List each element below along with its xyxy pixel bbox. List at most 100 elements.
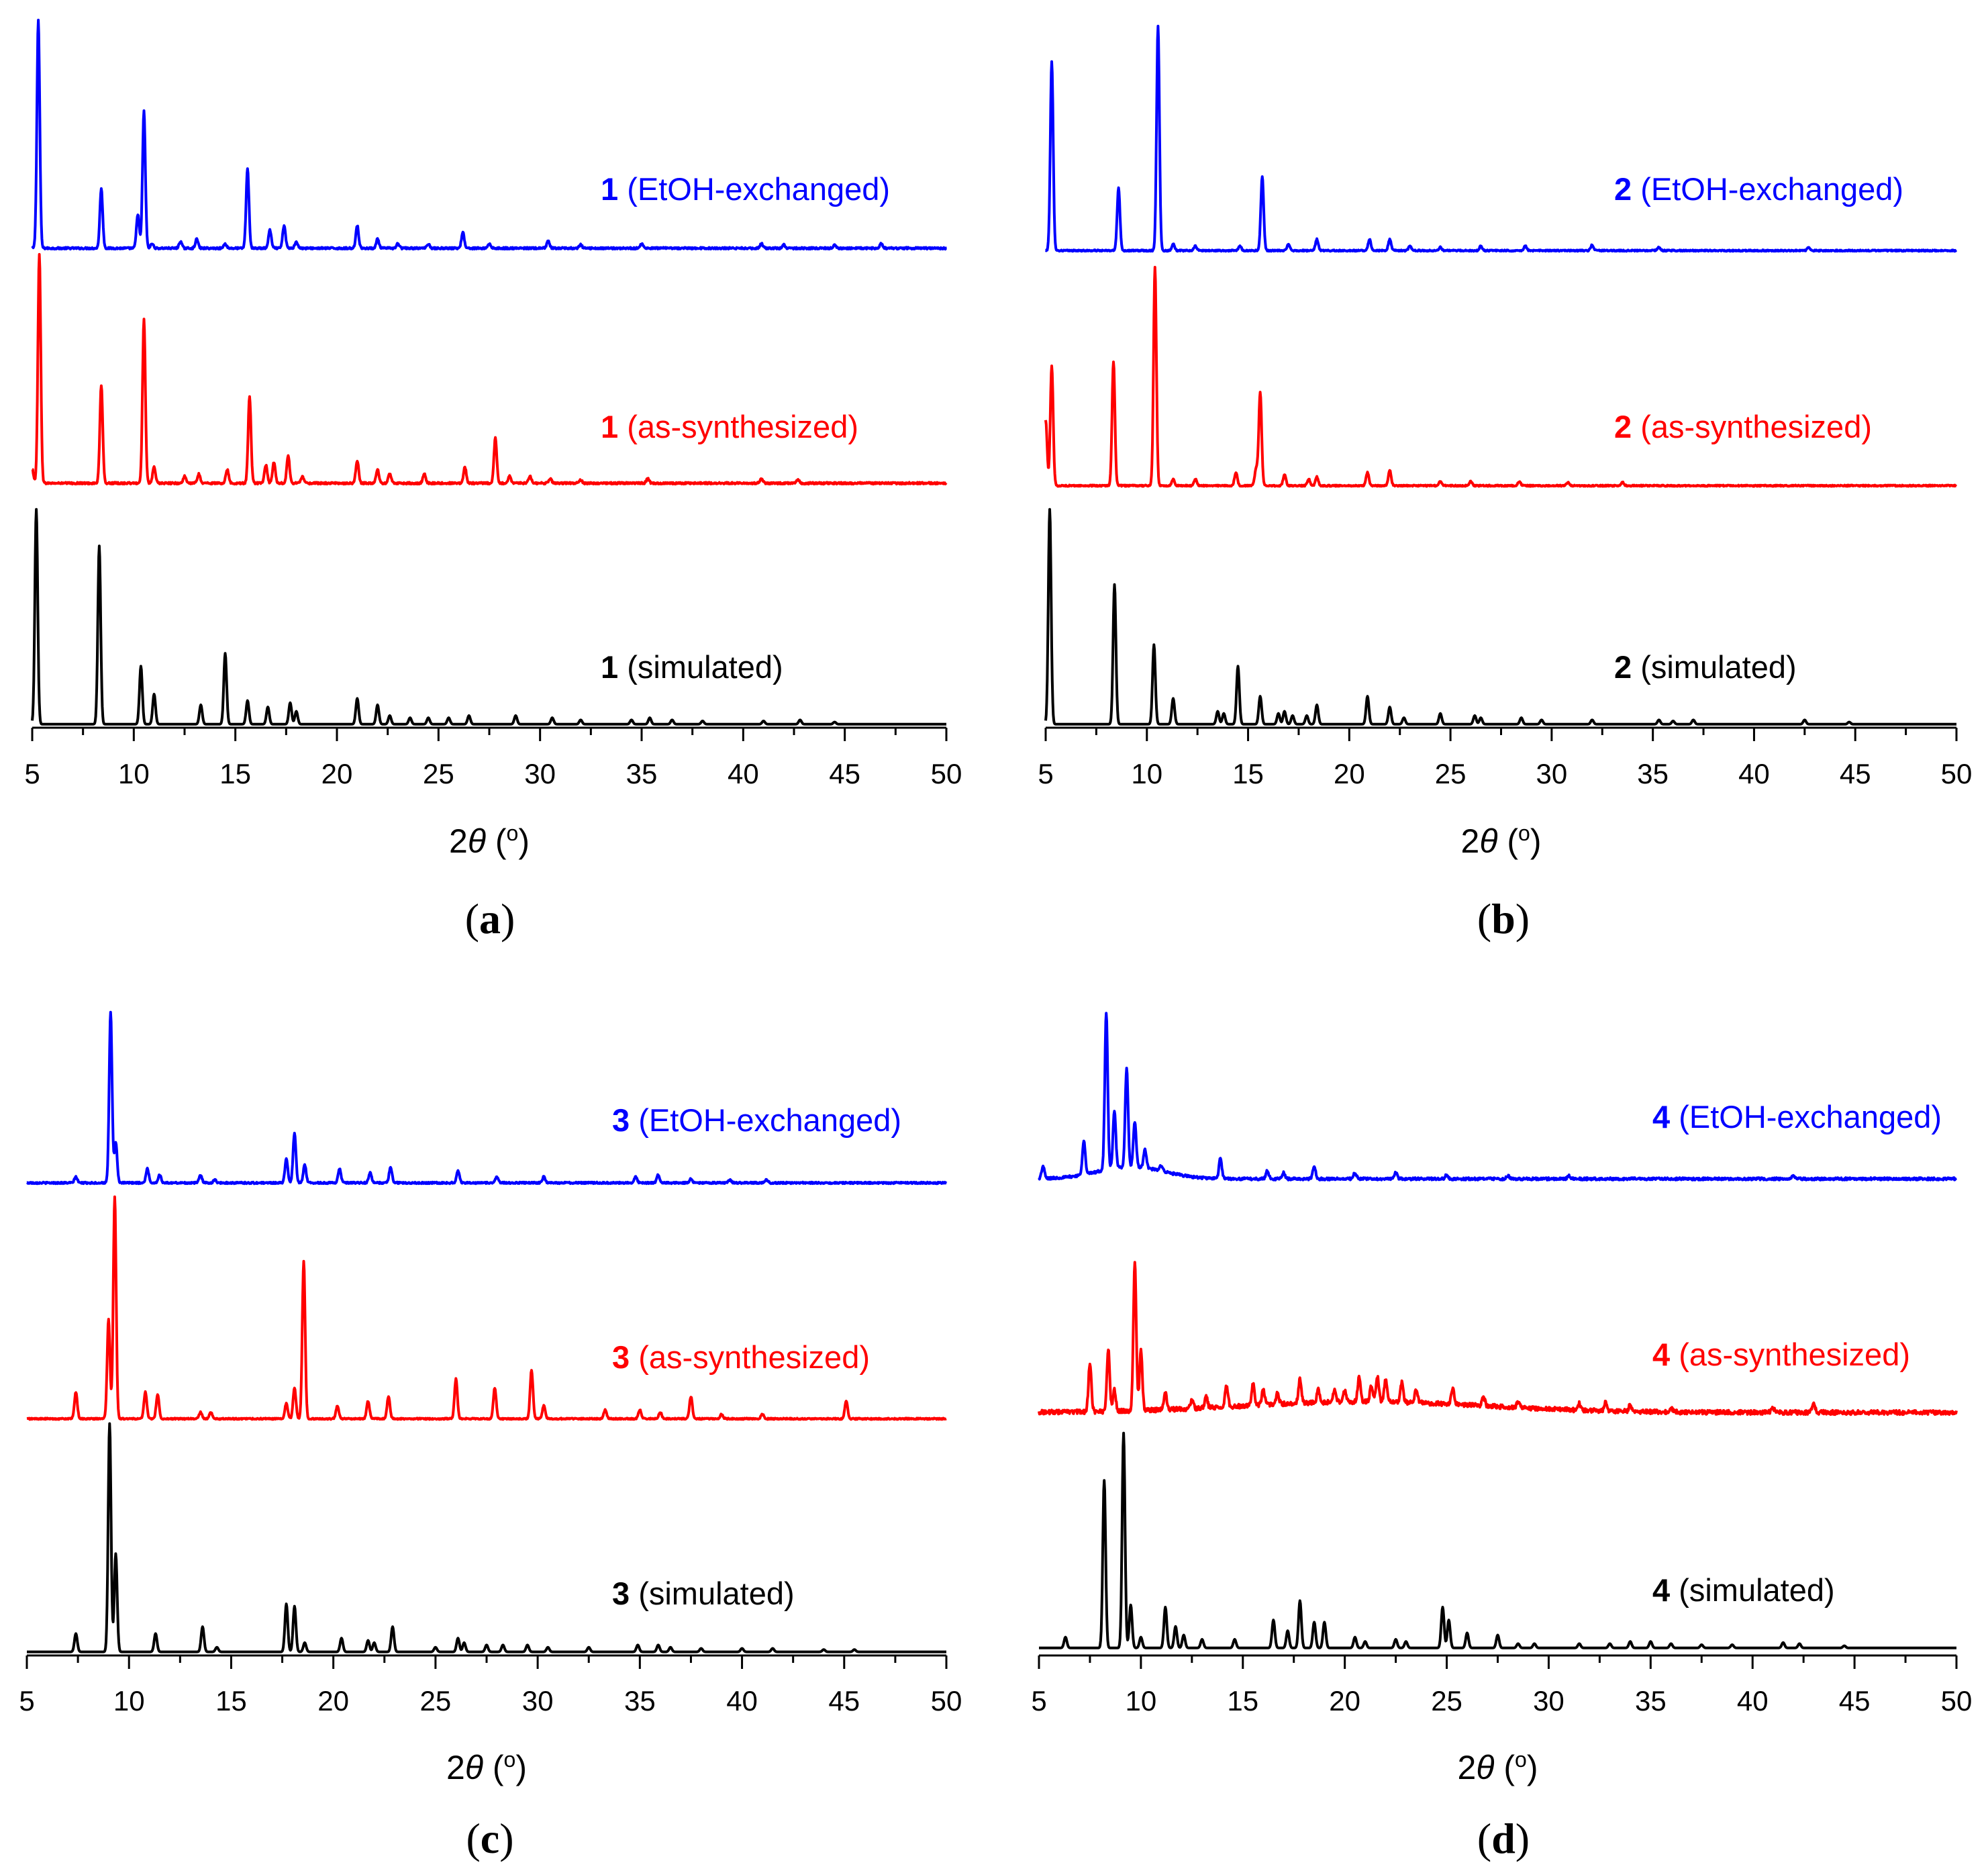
x-tick-label: 45 (1840, 758, 1871, 789)
x-tick-label: 35 (1635, 1685, 1667, 1717)
x-axis-label: 2θ (o) (1458, 1747, 1538, 1786)
series-label-number: 1 (601, 171, 618, 207)
x-axis-label-open: ( (1494, 1749, 1515, 1786)
series-label: 2 (simulated) (1614, 649, 1797, 685)
series-label-text: (as-synthesized) (1632, 409, 1872, 444)
x-tick-label: 45 (829, 758, 860, 789)
x-tick-label: 10 (1126, 1685, 1157, 1717)
series-label-text: (EtOH-exchanged) (1632, 171, 1903, 207)
series-label-number: 1 (601, 649, 618, 685)
series-label-text: (as-synthesized) (630, 1339, 870, 1375)
series-label-text: (as-synthesized) (1670, 1337, 1910, 1372)
x-axis-label-degree: o (1518, 821, 1530, 845)
series-label: 4 (as-synthesized) (1652, 1337, 1910, 1372)
x-axis-label: 2θ (o) (449, 821, 530, 860)
x-tick-label: 25 (1435, 758, 1467, 789)
x-tick-label: 20 (321, 758, 353, 789)
panel-label: (c) (466, 1815, 513, 1862)
panel-label-letter: d (1491, 1815, 1515, 1862)
x-axis-label-two: 2 (449, 822, 468, 860)
series-label-text: (simulated) (1670, 1572, 1835, 1608)
trace-2-simulated (1044, 508, 1958, 726)
series-label: 4 (EtOH-exchanged) (1652, 1099, 1942, 1135)
series-label-number: 4 (1652, 1572, 1670, 1608)
series-label-number: 1 (601, 409, 618, 444)
x-tick-label: 45 (1839, 1685, 1871, 1717)
x-tick-label: 30 (522, 1685, 554, 1717)
series-label: 2 (EtOH-exchanged) (1614, 171, 1903, 207)
x-tick-label: 20 (317, 1685, 349, 1717)
x-tick-label: 5 (1038, 758, 1053, 789)
trace-1-simulated (31, 508, 948, 726)
panel-d: 4 (EtOH-exchanged)4 (as-synthesized)4 (s… (1031, 1012, 1973, 1862)
x-axis-label-close: ) (1530, 822, 1542, 860)
panel-label-letter: c (481, 1815, 499, 1862)
trace-3-as-synthesized (26, 1195, 948, 1421)
x-tick-label: 30 (524, 758, 556, 789)
trace-4-as-synthesized (1038, 1261, 1958, 1416)
x-axis-label-theta: θ (465, 1749, 483, 1786)
series-label: 3 (EtOH-exchanged) (612, 1102, 901, 1138)
x-axis-label-open: ( (1497, 822, 1518, 860)
series-label: 2 (as-synthesized) (1614, 409, 1872, 444)
series-label-text: (simulated) (1632, 649, 1797, 685)
x-axis-label-close: ) (515, 1749, 527, 1786)
series-label-text: (simulated) (618, 649, 783, 685)
series-label-number: 4 (1652, 1337, 1670, 1372)
x-tick-label: 15 (1232, 758, 1264, 789)
x-axis-label-close: ) (518, 822, 530, 860)
trace-1-as-synthesized (31, 252, 948, 486)
series-label-number: 3 (612, 1102, 630, 1138)
x-tick-label: 50 (931, 1685, 962, 1717)
trace-4-exchanged (1038, 1012, 1958, 1182)
series-label: 1 (EtOH-exchanged) (601, 171, 890, 207)
series-label-number: 4 (1652, 1099, 1670, 1135)
panel-label: (b) (1477, 895, 1530, 943)
x-tick-label: 20 (1334, 758, 1365, 789)
trace-2-exchanged (1044, 24, 1958, 253)
x-axis-label-open: ( (483, 1749, 504, 1786)
x-axis-label-theta: θ (1479, 822, 1497, 860)
x-tick-label: 40 (728, 758, 759, 789)
series-label-number: 2 (1614, 171, 1632, 207)
x-tick-label: 50 (1941, 758, 1973, 789)
series-label-number: 2 (1614, 649, 1632, 685)
series-label: 1 (as-synthesized) (601, 409, 858, 444)
x-tick-label: 5 (24, 758, 40, 789)
trace-4-simulated (1038, 1431, 1958, 1649)
series-label: 3 (as-synthesized) (612, 1339, 870, 1375)
x-tick-label: 15 (215, 1685, 247, 1717)
panel-b: 2 (EtOH-exchanged)2 (as-synthesized)2 (s… (1038, 24, 1973, 943)
panel-label-letter: b (1491, 895, 1515, 943)
x-axis-label: 2θ (o) (446, 1747, 527, 1786)
panel-label-letter: a (479, 895, 501, 943)
x-axis-label-two: 2 (1461, 822, 1480, 860)
trace-1-exchanged (31, 18, 948, 251)
x-tick-label: 10 (1131, 758, 1162, 789)
series-label: 3 (simulated) (612, 1576, 795, 1611)
x-axis-label-close: ) (1527, 1749, 1538, 1786)
series-label-text: (as-synthesized) (618, 409, 858, 444)
x-tick-label: 50 (931, 758, 962, 789)
x-axis-label-degree: o (507, 821, 519, 845)
panel-a: 1 (EtOH-exchanged)1 (as-synthesized)1 (s… (24, 18, 962, 943)
series-label-text: (EtOH-exchanged) (1670, 1099, 1942, 1135)
x-tick-label: 40 (1738, 758, 1770, 789)
x-tick-label: 15 (219, 758, 251, 789)
series-label-text: (simulated) (630, 1576, 795, 1611)
x-tick-label: 50 (1941, 1685, 1973, 1717)
x-axis-label-degree: o (504, 1747, 516, 1772)
x-axis-label-open: ( (486, 822, 507, 860)
trace-2-as-synthesized (1044, 266, 1958, 488)
series-label-text: (EtOH-exchanged) (618, 171, 890, 207)
series-label-text: (EtOH-exchanged) (630, 1102, 901, 1138)
series-label-number: 2 (1614, 409, 1632, 444)
x-axis-label-degree: o (1515, 1747, 1527, 1772)
x-tick-label: 25 (1431, 1685, 1462, 1717)
x-tick-label: 25 (423, 758, 454, 789)
x-axis-label-two: 2 (1458, 1749, 1477, 1786)
x-tick-label: 10 (113, 1685, 145, 1717)
x-tick-label: 30 (1533, 1685, 1564, 1717)
series-label: 4 (simulated) (1652, 1572, 1835, 1608)
x-tick-label: 40 (1737, 1685, 1769, 1717)
